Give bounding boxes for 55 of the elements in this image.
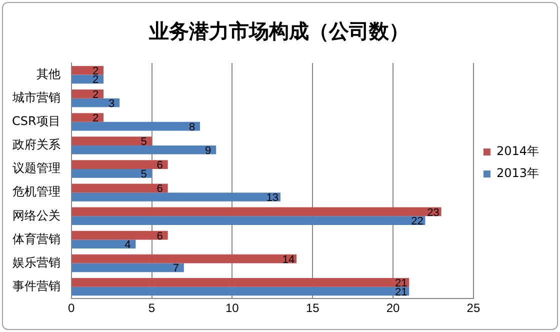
x-tick-label: 0	[68, 301, 75, 316]
bar	[72, 98, 120, 108]
data-label: 22	[411, 216, 424, 228]
bar	[72, 169, 152, 178]
y-tick-label: 城市营销	[11, 90, 60, 104]
data-label: 2	[92, 88, 99, 101]
bar	[72, 145, 216, 154]
bar	[72, 184, 168, 193]
bar	[72, 286, 410, 296]
y-tick-label: CSR项目	[12, 114, 60, 128]
data-label: 14	[282, 254, 295, 266]
chart-title: 业务潜力市场构成（公司数）	[148, 19, 409, 44]
legend-label: 2013年	[496, 166, 540, 180]
data-label: 3	[108, 98, 115, 110]
data-label: 23	[427, 206, 440, 219]
bar	[72, 90, 104, 98]
y-tick-label: 危机管理	[12, 184, 60, 199]
bar	[72, 207, 442, 216]
data-label: 7	[172, 262, 179, 275]
bar	[72, 122, 200, 131]
data-label: 8	[188, 121, 196, 134]
data-label: 5	[140, 168, 147, 180]
x-tick-label: 25	[466, 301, 480, 316]
bar	[72, 66, 104, 75]
data-label: 2	[92, 112, 99, 125]
bar	[72, 254, 297, 264]
data-label: 6	[156, 230, 163, 242]
data-label: 5	[140, 136, 147, 148]
data-label: 6	[156, 160, 163, 172]
y-tick-label: 网络公关	[12, 208, 60, 222]
bar	[72, 278, 410, 287]
y-tick-label: 娱乐营销	[12, 255, 60, 270]
bar	[72, 160, 168, 170]
data-label: 4	[124, 239, 131, 252]
bar	[72, 136, 152, 146]
data-label: 9	[205, 144, 212, 157]
bar	[72, 240, 136, 249]
legend-label: 2014年	[496, 144, 540, 158]
y-tick-label: 议题管理	[12, 161, 60, 176]
bar	[72, 230, 168, 240]
data-label: 13	[266, 192, 279, 204]
x-tick-label: 15	[306, 301, 320, 316]
bar	[72, 263, 184, 272]
y-tick-label: 其他	[36, 66, 60, 81]
x-tick-label: 20	[386, 301, 400, 316]
x-tick-label: 5	[148, 301, 156, 316]
y-tick-label: 体育营销	[12, 232, 60, 246]
bar	[72, 113, 104, 122]
data-label: 6	[156, 183, 163, 196]
y-tick-label: 政府关系	[12, 138, 60, 152]
data-label: 2	[92, 74, 99, 86]
bar	[72, 192, 280, 202]
x-tick-label: 10	[226, 301, 240, 316]
y-tick-label: 事件营销	[12, 278, 60, 293]
bar	[72, 216, 426, 225]
